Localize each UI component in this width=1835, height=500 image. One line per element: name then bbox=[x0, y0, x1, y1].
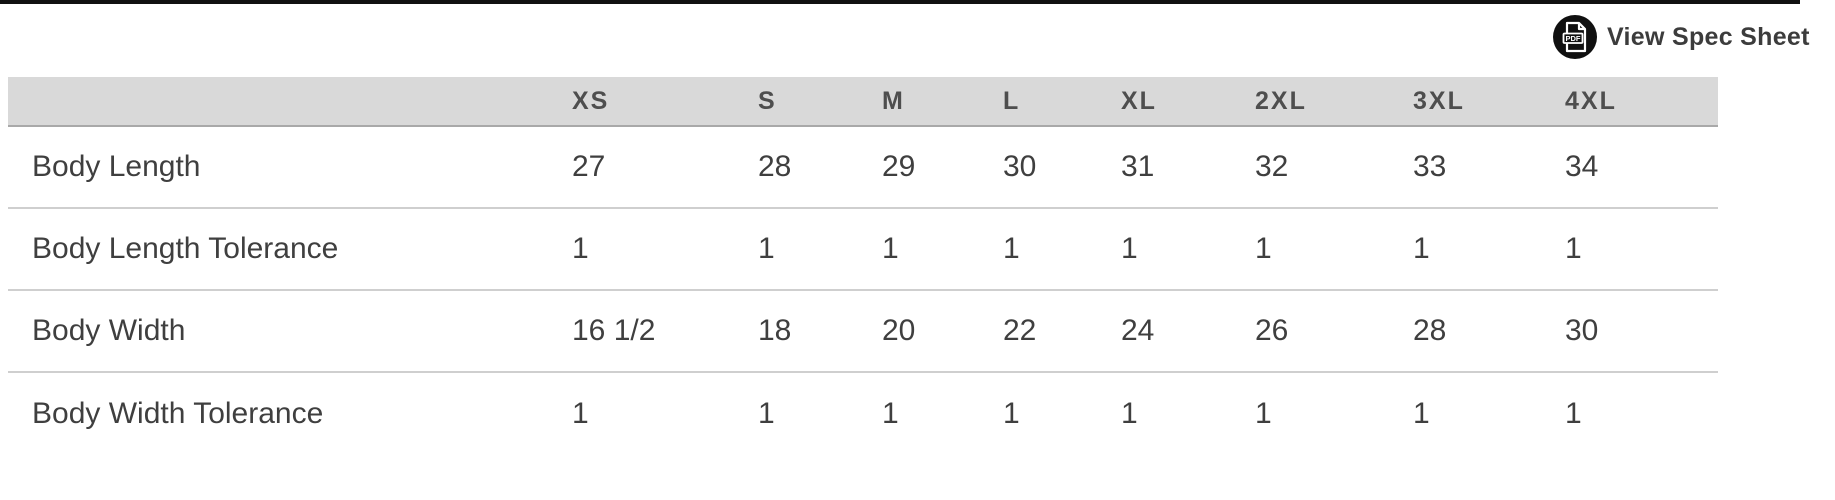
cell-bw-tol-m: 1 bbox=[870, 372, 991, 454]
cell-body-width-s: 18 bbox=[746, 290, 870, 373]
cell-bl-tol-l: 1 bbox=[991, 208, 1109, 291]
view-spec-sheet-link[interactable]: PDF View Spec Sheet bbox=[1552, 14, 1810, 60]
size-chart-header-row: XS S M L XL 2XL 3XL 4XL bbox=[8, 77, 1718, 127]
cell-body-length-m: 29 bbox=[870, 126, 991, 209]
cell-body-width-2xl: 26 bbox=[1243, 290, 1401, 373]
cell-bl-tol-m: 1 bbox=[870, 208, 991, 291]
row-label: Body Length bbox=[8, 126, 560, 209]
cell-bl-tol-2xl: 1 bbox=[1243, 208, 1401, 291]
cell-body-length-xl: 31 bbox=[1109, 126, 1243, 209]
column-header-l: L bbox=[991, 77, 1109, 127]
cell-bw-tol-3xl: 1 bbox=[1401, 372, 1553, 454]
cell-bw-tol-4xl: 1 bbox=[1553, 372, 1718, 454]
column-header-s: S bbox=[746, 77, 870, 127]
column-header-4xl: 4XL bbox=[1553, 77, 1718, 127]
top-divider bbox=[0, 0, 1800, 4]
table-row-body-width-tolerance: Body Width Tolerance 1 1 1 1 1 1 1 1 bbox=[8, 372, 1718, 454]
cell-body-width-m: 20 bbox=[870, 290, 991, 373]
cell-bl-tol-xs: 1 bbox=[560, 208, 746, 291]
cell-body-length-xs: 27 bbox=[560, 126, 746, 209]
cell-body-width-3xl: 28 bbox=[1401, 290, 1553, 373]
cell-bw-tol-xs: 1 bbox=[560, 372, 746, 454]
cell-body-length-s: 28 bbox=[746, 126, 870, 209]
column-header-2xl: 2XL bbox=[1243, 77, 1401, 127]
column-header-xs: XS bbox=[560, 77, 746, 127]
cell-body-width-l: 22 bbox=[991, 290, 1109, 373]
table-row-body-length-tolerance: Body Length Tolerance 1 1 1 1 1 1 1 1 bbox=[8, 208, 1718, 291]
row-label: Body Width Tolerance bbox=[8, 372, 560, 454]
cell-bw-tol-2xl: 1 bbox=[1243, 372, 1401, 454]
cell-bl-tol-4xl: 1 bbox=[1553, 208, 1718, 291]
size-chart-table: XS S M L XL 2XL 3XL 4XL Body Length 27 2… bbox=[8, 77, 1718, 454]
svg-text:PDF: PDF bbox=[1566, 34, 1581, 43]
cell-bw-tol-xl: 1 bbox=[1109, 372, 1243, 454]
cell-body-length-3xl: 33 bbox=[1401, 126, 1553, 209]
table-row-body-width: Body Width 16 1/2 18 20 22 24 26 28 30 bbox=[8, 290, 1718, 373]
row-label: Body Width bbox=[8, 290, 560, 373]
table-row-body-length: Body Length 27 28 29 30 31 32 33 34 bbox=[8, 126, 1718, 209]
column-header-m: M bbox=[870, 77, 991, 127]
cell-body-length-2xl: 32 bbox=[1243, 126, 1401, 209]
cell-body-length-4xl: 34 bbox=[1553, 126, 1718, 209]
cell-body-width-xs: 16 1/2 bbox=[560, 290, 746, 373]
cell-body-width-4xl: 30 bbox=[1553, 290, 1718, 373]
cell-bl-tol-3xl: 1 bbox=[1401, 208, 1553, 291]
cell-bw-tol-s: 1 bbox=[746, 372, 870, 454]
size-chart-corner-cell bbox=[8, 77, 560, 127]
column-header-xl: XL bbox=[1109, 77, 1243, 127]
pdf-icon: PDF bbox=[1552, 14, 1598, 60]
cell-bl-tol-xl: 1 bbox=[1109, 208, 1243, 291]
row-label: Body Length Tolerance bbox=[8, 208, 560, 291]
column-header-3xl: 3XL bbox=[1401, 77, 1553, 127]
cell-body-length-l: 30 bbox=[991, 126, 1109, 209]
cell-bw-tol-l: 1 bbox=[991, 372, 1109, 454]
view-spec-sheet-label: View Spec Sheet bbox=[1607, 22, 1810, 51]
cell-bl-tol-s: 1 bbox=[746, 208, 870, 291]
cell-body-width-xl: 24 bbox=[1109, 290, 1243, 373]
